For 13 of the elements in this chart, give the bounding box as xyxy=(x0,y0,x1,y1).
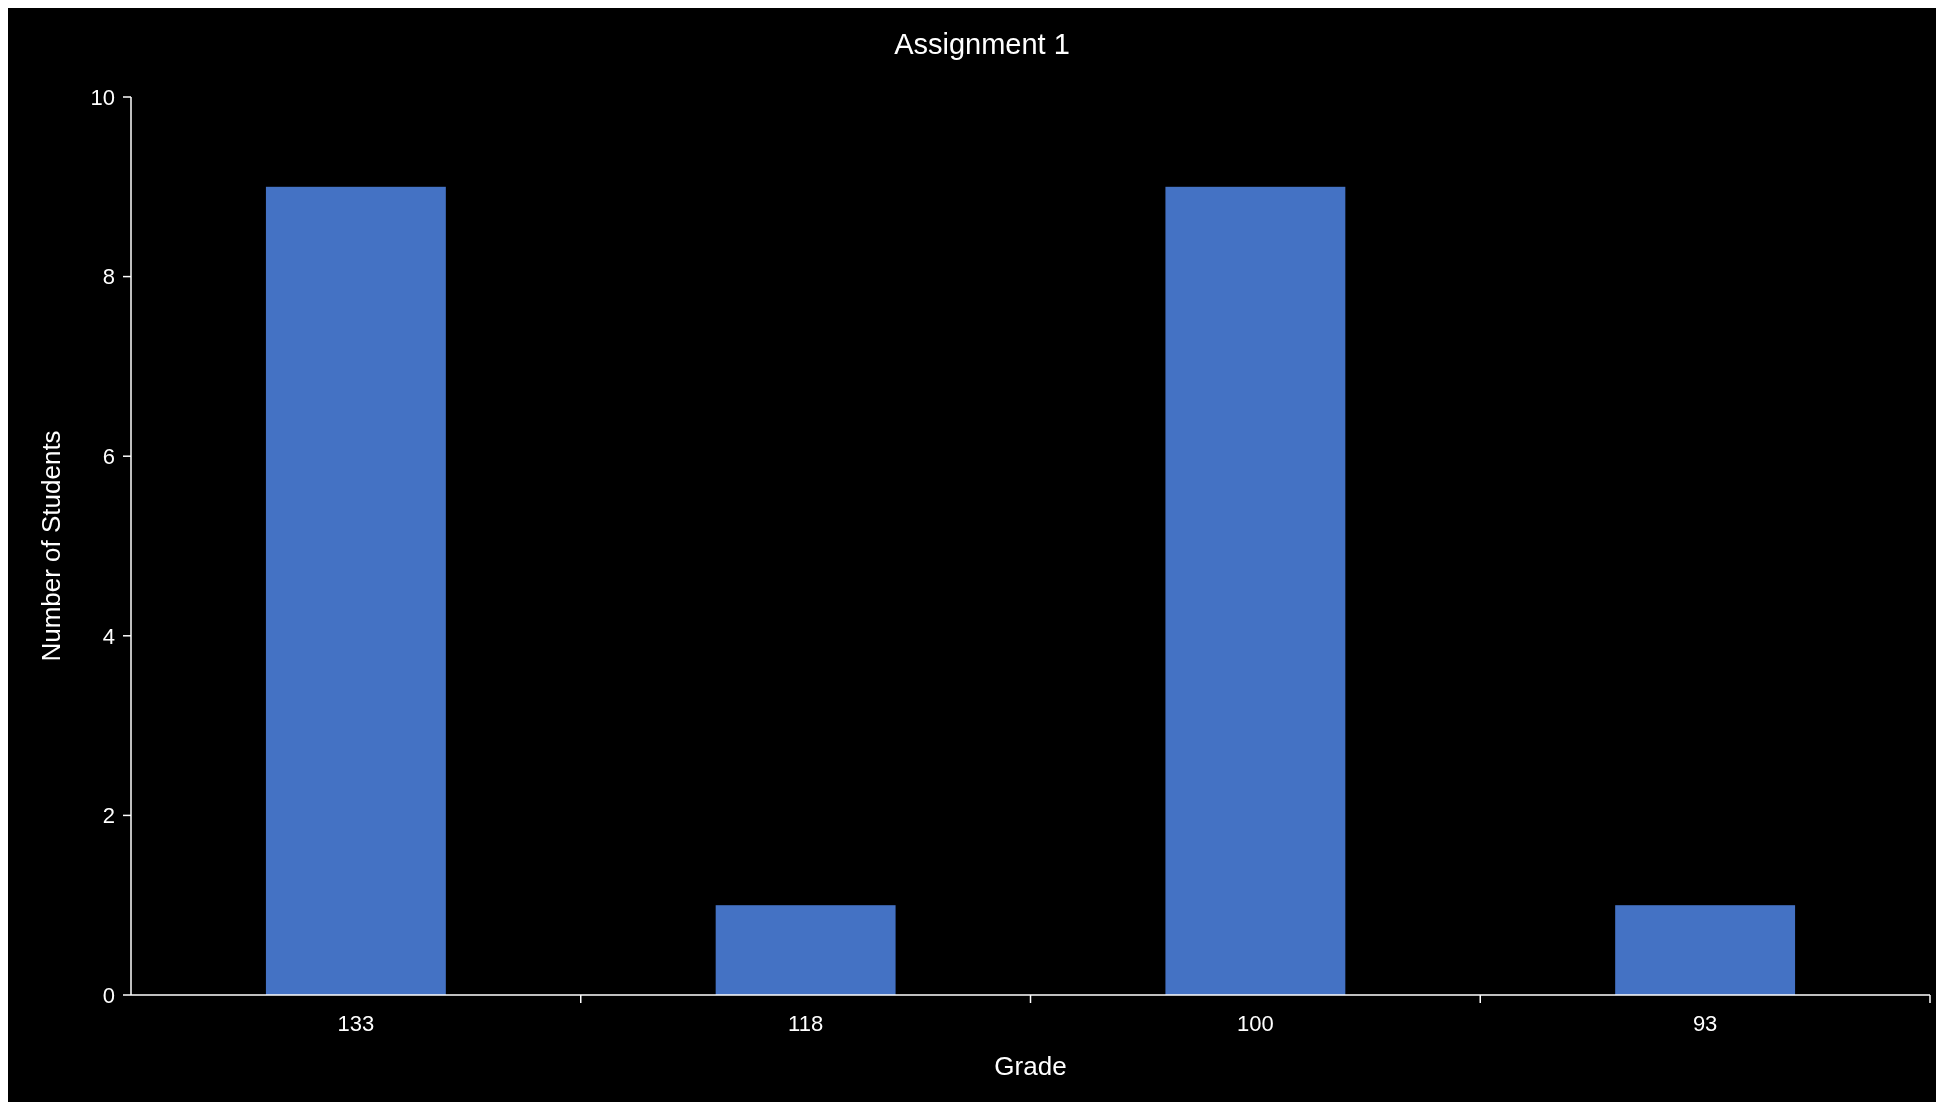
x-tick-label: 100 xyxy=(1237,1011,1274,1036)
x-tick-label: 118 xyxy=(788,1011,824,1036)
y-axis-title: Number of Students xyxy=(36,430,66,662)
y-tick-label: 6 xyxy=(102,443,115,469)
y-tick-label: 0 xyxy=(102,982,115,1008)
y-tick-label: 10 xyxy=(90,84,115,110)
x-tick-label: 133 xyxy=(337,1011,375,1036)
x-axis-title: Grade xyxy=(994,1051,1067,1081)
y-tick-label: 8 xyxy=(102,264,115,290)
y-tick-label: 4 xyxy=(102,623,115,649)
x-tick-label: 93 xyxy=(1692,1011,1718,1036)
y-tick-label: 2 xyxy=(102,803,115,829)
chart-title: Assignment 1 xyxy=(894,28,1070,60)
